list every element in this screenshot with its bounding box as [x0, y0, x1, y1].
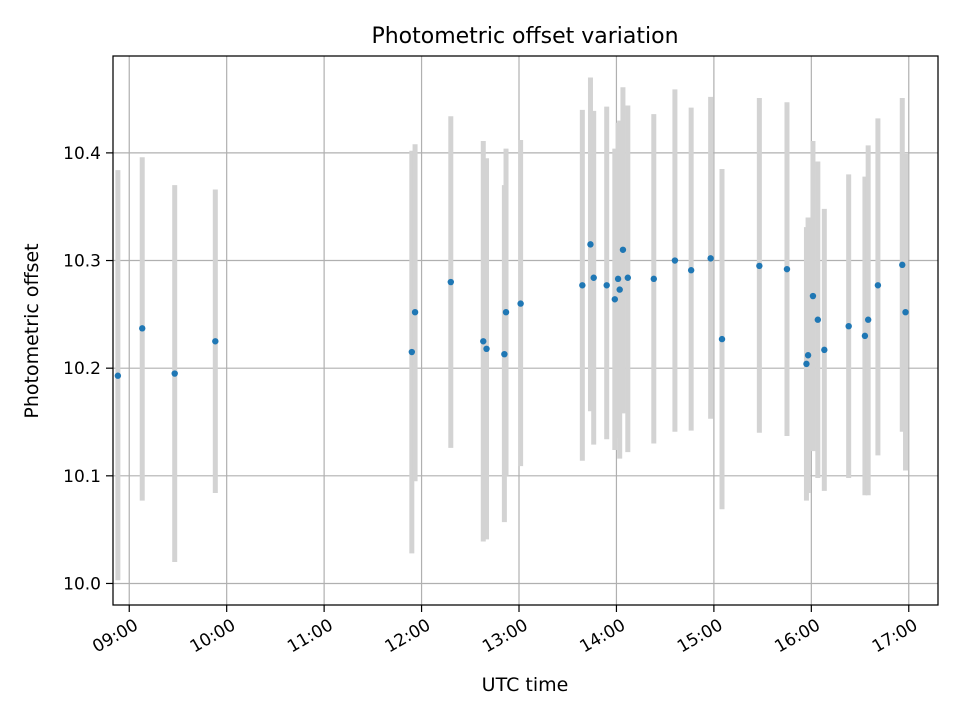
data-point: [502, 309, 510, 316]
x-tick-label: 16:00: [771, 615, 823, 657]
data-point: [809, 292, 817, 300]
y-axis: 10.0 10.1 10.2 10.3 10.4: [63, 144, 113, 594]
x-tick-label: 11:00: [284, 615, 336, 657]
data-point: [874, 282, 882, 289]
data-point: [480, 338, 487, 345]
data-point: [579, 282, 586, 289]
data-point: [687, 267, 695, 274]
x-axis-label: UTC time: [482, 674, 569, 696]
data-point: [616, 286, 623, 293]
data-point: [590, 274, 597, 281]
data-point: [139, 325, 146, 332]
y-tick-label: 10.4: [63, 144, 101, 164]
x-tick-label: 12:00: [382, 615, 434, 657]
x-tick-label: 15:00: [674, 615, 726, 657]
data-point: [171, 370, 178, 377]
data-point: [671, 257, 679, 264]
data-point: [408, 348, 416, 356]
data-point: [783, 265, 791, 273]
x-tick-label: 10:00: [187, 615, 239, 657]
y-tick-label: 10.3: [63, 252, 101, 272]
chart-title: Photometric offset variation: [371, 24, 678, 49]
x-tick-label: 14:00: [577, 615, 629, 657]
data-point: [707, 255, 714, 262]
data-point: [902, 309, 909, 316]
data-point: [447, 278, 454, 286]
x-tick-label: 17:00: [869, 615, 921, 657]
data-point: [845, 322, 852, 330]
data-point: [814, 316, 822, 323]
data-point: [756, 262, 763, 270]
x-tick-label: 09:00: [89, 615, 141, 657]
data-point: [603, 282, 610, 289]
data-point: [718, 335, 726, 343]
y-tick-label: 10.0: [63, 574, 101, 594]
data-point: [483, 345, 490, 352]
y-tick-label: 10.1: [63, 467, 101, 487]
data-point: [650, 275, 657, 283]
data-point: [517, 300, 524, 307]
data-point: [114, 372, 122, 379]
data-point: [899, 261, 906, 269]
y-axis-label: Photometric offset: [21, 243, 43, 418]
data-point: [624, 274, 632, 281]
data-point: [611, 296, 619, 303]
data-point: [619, 246, 627, 253]
y-tick-label: 10.2: [63, 359, 101, 379]
data-point: [614, 275, 622, 283]
x-axis: 09:00 10:00 11:00 12:00 13:00 14:00 15:00 16:00…: [89, 605, 921, 657]
plot-frame: [112, 55, 939, 606]
data-point: [864, 316, 872, 323]
data-point: [587, 241, 594, 248]
data-point: [411, 309, 419, 316]
data-point: [821, 346, 828, 354]
data-points: [114, 241, 909, 379]
data-point: [501, 350, 508, 358]
x-tick-label: 13:00: [479, 615, 531, 657]
data-point: [803, 360, 810, 368]
data-point: [861, 332, 869, 340]
data-point: [212, 338, 219, 345]
data-point: [804, 352, 812, 359]
